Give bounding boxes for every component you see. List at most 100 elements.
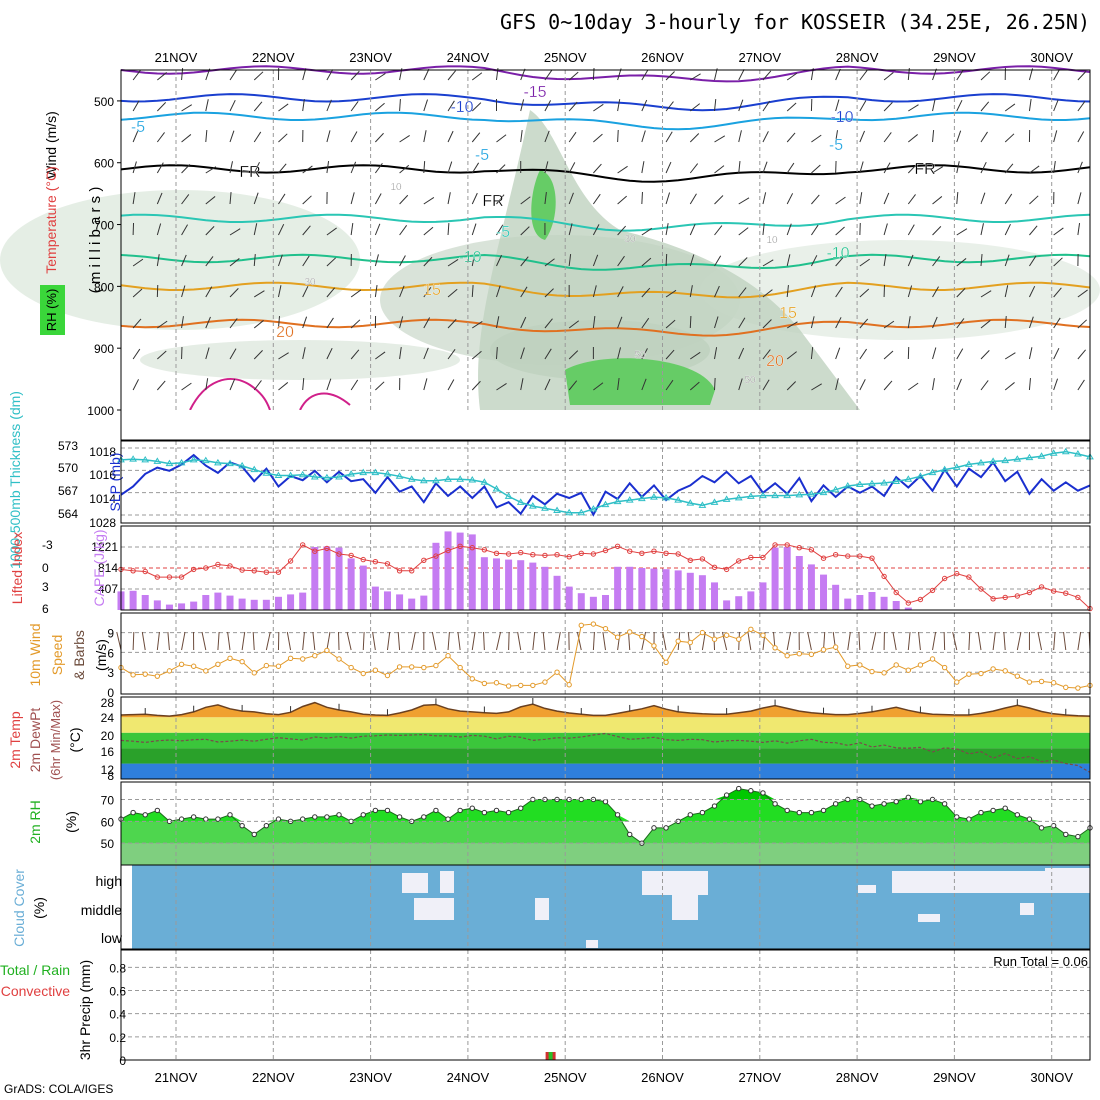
- rh-marker: [832, 801, 839, 807]
- wind-barb: [617, 316, 623, 329]
- wind-barb: [252, 631, 255, 651]
- temp-band: [121, 717, 1090, 733]
- wind-barb: [883, 223, 888, 236]
- contour-label: 30: [624, 234, 636, 245]
- wind-speed-marker: [324, 647, 330, 654]
- wind-barb: [1077, 70, 1087, 81]
- wind-barb: [156, 102, 167, 112]
- pressure-axis-label: ( m i l l i b a r s ): [87, 187, 104, 294]
- thickness-marker: [1001, 456, 1010, 464]
- wind-barb: [568, 350, 579, 360]
- wind-barb: [520, 196, 531, 205]
- rh-marker: [905, 794, 912, 800]
- wind-barb: [811, 194, 820, 205]
- thickness-marker: [1013, 455, 1022, 462]
- wind-barb: [399, 347, 402, 360]
- li-marker: [869, 555, 875, 561]
- wind-barb: [1004, 223, 1011, 236]
- pressure-tick: 900: [94, 342, 114, 356]
- li-marker: [154, 574, 161, 580]
- wind-barb: [592, 285, 597, 298]
- wind-speed-marker: [287, 655, 294, 662]
- li-marker: [651, 548, 657, 554]
- wind-barb: [457, 631, 461, 651]
- rh-marker: [190, 814, 197, 820]
- wind-barb: [205, 316, 211, 329]
- li-tick: 0: [42, 561, 49, 575]
- convective-label: Convective: [1, 983, 70, 999]
- wind-barb: [423, 256, 433, 267]
- wind-barb: [835, 68, 841, 81]
- wind-barb: [665, 223, 669, 236]
- wind-barb: [835, 347, 841, 360]
- temp-frame: [120, 696, 1091, 780]
- thickness-marker: [286, 471, 295, 479]
- wind-barb: [932, 166, 943, 174]
- thickness-marker: [868, 479, 876, 487]
- cape-bar: [626, 566, 634, 610]
- wind-barb: [665, 192, 671, 205]
- wind-speed-marker: [190, 663, 197, 669]
- wind-barb: [1029, 165, 1040, 174]
- wind-speed-marker: [651, 643, 657, 649]
- wind-barb: [907, 224, 915, 236]
- li-marker: [324, 545, 330, 552]
- pressure-tick: 800: [94, 280, 114, 294]
- wind-barb: [132, 631, 135, 651]
- li-marker: [1038, 584, 1045, 590]
- wind-barb: [883, 162, 891, 174]
- wind-speed-marker: [881, 670, 887, 676]
- thickness-marker: [480, 478, 489, 485]
- wind-barb: [132, 258, 144, 267]
- wind-barb: [447, 192, 451, 205]
- wind-barb: [1004, 316, 1007, 329]
- wind-barb: [496, 224, 504, 236]
- li-marker: [421, 557, 427, 563]
- wind-barb: [556, 631, 561, 651]
- wind-barb: [1077, 161, 1083, 174]
- wind-barb: [544, 100, 552, 112]
- cape-bar: [250, 599, 258, 610]
- rh-marker: [518, 805, 524, 811]
- wind-barb: [277, 254, 283, 267]
- wind-barb: [980, 290, 992, 298]
- wind-barb: [689, 223, 696, 236]
- wind-barb: [544, 378, 551, 391]
- wind-speed-marker: [1038, 678, 1045, 685]
- wind-barb: [544, 348, 552, 360]
- wind-barb: [593, 382, 604, 391]
- wind-barb: [253, 350, 263, 360]
- wind-barb: [375, 351, 386, 360]
- thickness-marker: [153, 457, 162, 464]
- wind-barb: [859, 100, 867, 112]
- wind-barb: [786, 321, 798, 329]
- wind-barb: [835, 226, 845, 236]
- slp-tick: 1016: [89, 468, 116, 482]
- wind-barb: [1053, 378, 1059, 391]
- wind-barb: [932, 99, 936, 112]
- li-marker: [627, 548, 633, 554]
- wind-barb: [883, 254, 887, 267]
- wind-barb: [592, 316, 596, 329]
- cape-bar: [783, 547, 791, 610]
- wind-barb: [1028, 285, 1036, 298]
- rh-marker: [445, 816, 451, 822]
- cape-bar: [165, 604, 173, 610]
- thickness-marker: [771, 491, 779, 499]
- date-label-top: 26NOV: [641, 50, 684, 65]
- wind-barb: [181, 382, 192, 391]
- rh-marker: [881, 801, 887, 807]
- precip-tick: 0.6: [109, 985, 126, 999]
- wind-barb: [617, 631, 621, 651]
- thickness-marker: [977, 458, 985, 466]
- thickness-marker: [1074, 449, 1082, 457]
- wind-barb: [447, 70, 456, 81]
- wind-barb: [302, 165, 313, 174]
- wind-speed-marker: [1075, 685, 1081, 691]
- cloud-patch: [535, 898, 549, 920]
- cape-bar: [456, 532, 464, 610]
- thickness-marker: [916, 472, 925, 479]
- wind-barb: [907, 134, 918, 143]
- wind-barb: [665, 319, 676, 329]
